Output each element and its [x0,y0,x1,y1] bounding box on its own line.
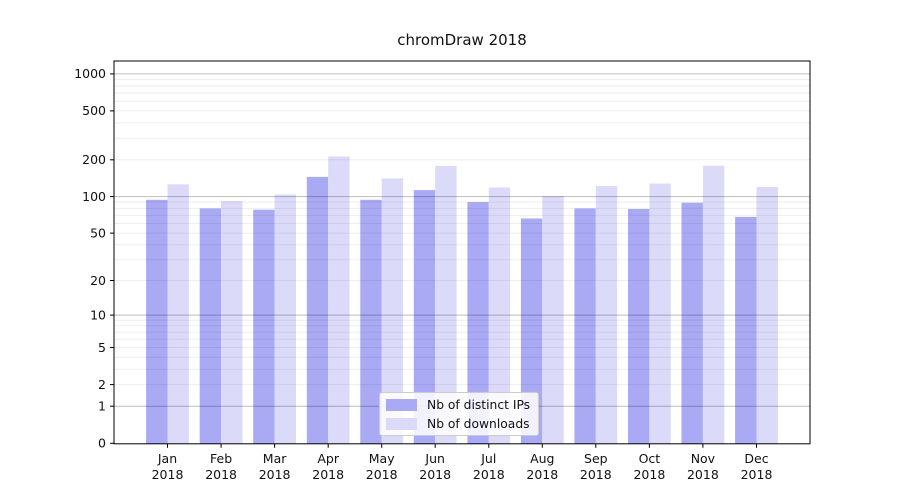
y-tick-label: 10 [90,307,106,322]
plot-border [113,60,811,445]
bar [649,183,671,444]
x-tick-label-month: Sep [584,451,608,466]
bars [146,156,778,444]
x-tick-label-month: Dec [744,451,768,466]
x-tick-label-year: 2018 [205,467,237,482]
x-tick-label-month: Apr [317,451,339,466]
y-tick-label: 5 [98,340,106,355]
x-tick-label-year: 2018 [687,467,719,482]
bar [253,209,275,444]
gridlines [114,73,810,407]
x-tick-label-month: Jan [157,451,177,466]
bar [435,166,457,444]
chart-title: chromDraw 2018 [397,31,527,49]
x-tick-label-month: Jul [480,451,496,466]
bar [381,178,404,444]
bar [221,201,243,444]
bars-downloads [167,156,778,444]
x-tick-label-year: 2018 [152,467,184,482]
x-tick-label-year: 2018 [473,467,505,482]
bar [199,208,222,444]
x-tick-label-year: 2018 [366,467,398,482]
bar [274,194,296,444]
legend-label-distinct-ips: Nb of distinct IPs [427,397,531,412]
x-tick-label-month: Aug [530,451,554,466]
x-tick-label-month: May [369,451,395,466]
bar [413,190,436,444]
y-tick-label: 1000 [74,66,106,81]
legend: Nb of distinct IPs Nb of downloads [379,392,539,436]
x-tick-label-year: 2018 [741,467,773,482]
x-tick-label-year: 2018 [580,467,612,482]
bar [467,202,489,444]
y-tick-label: 100 [82,189,106,204]
x-tick-label-month: Mar [263,451,287,466]
bar [574,208,596,444]
x-tick-label-year: 2018 [526,467,558,482]
x-tick-label-year: 2018 [419,467,451,482]
x-tick-label-month: Feb [210,451,232,466]
bar [595,186,618,444]
x-tick-label-month: Jun [424,451,445,466]
bar [328,156,350,444]
y-tick-label: 1 [98,399,106,414]
bar [146,199,168,444]
x-tick-label-year: 2018 [259,467,291,482]
y-axis: 0 1 2 5 10 20 50 100 200 500 1000 [74,66,114,451]
bar [360,199,382,444]
x-axis: Jan2018Feb2018Mar2018Apr2018May2018Jun20… [152,443,773,482]
legend-swatch-downloads [386,417,417,430]
bar [628,209,650,444]
bars-distinct-ips [146,176,757,444]
bar [520,218,543,444]
bar [167,184,189,444]
bar [702,165,725,444]
bar [542,196,564,444]
x-tick-label-month: Oct [639,451,661,466]
legend-swatch-distinct-ips [386,398,417,411]
bar [488,187,511,444]
legend-label-downloads: Nb of downloads [427,416,530,431]
legend-item-downloads: Nb of downloads [386,416,532,432]
y-tick-label: 0 [98,436,106,451]
bar [306,176,329,444]
bar [756,186,778,444]
x-tick-label-year: 2018 [633,467,665,482]
y-tick-label: 500 [82,103,106,118]
y-tick-label: 200 [82,152,106,167]
y-tick-label: 50 [90,225,106,240]
x-tick-label-month: Nov [691,451,716,466]
legend-item-distinct-ips: Nb of distinct IPs [386,397,532,413]
bar [681,202,703,444]
x-tick-label-year: 2018 [312,467,344,482]
y-tick-label: 2 [98,377,106,392]
y-tick-label: 20 [90,273,106,288]
bar [735,216,757,444]
